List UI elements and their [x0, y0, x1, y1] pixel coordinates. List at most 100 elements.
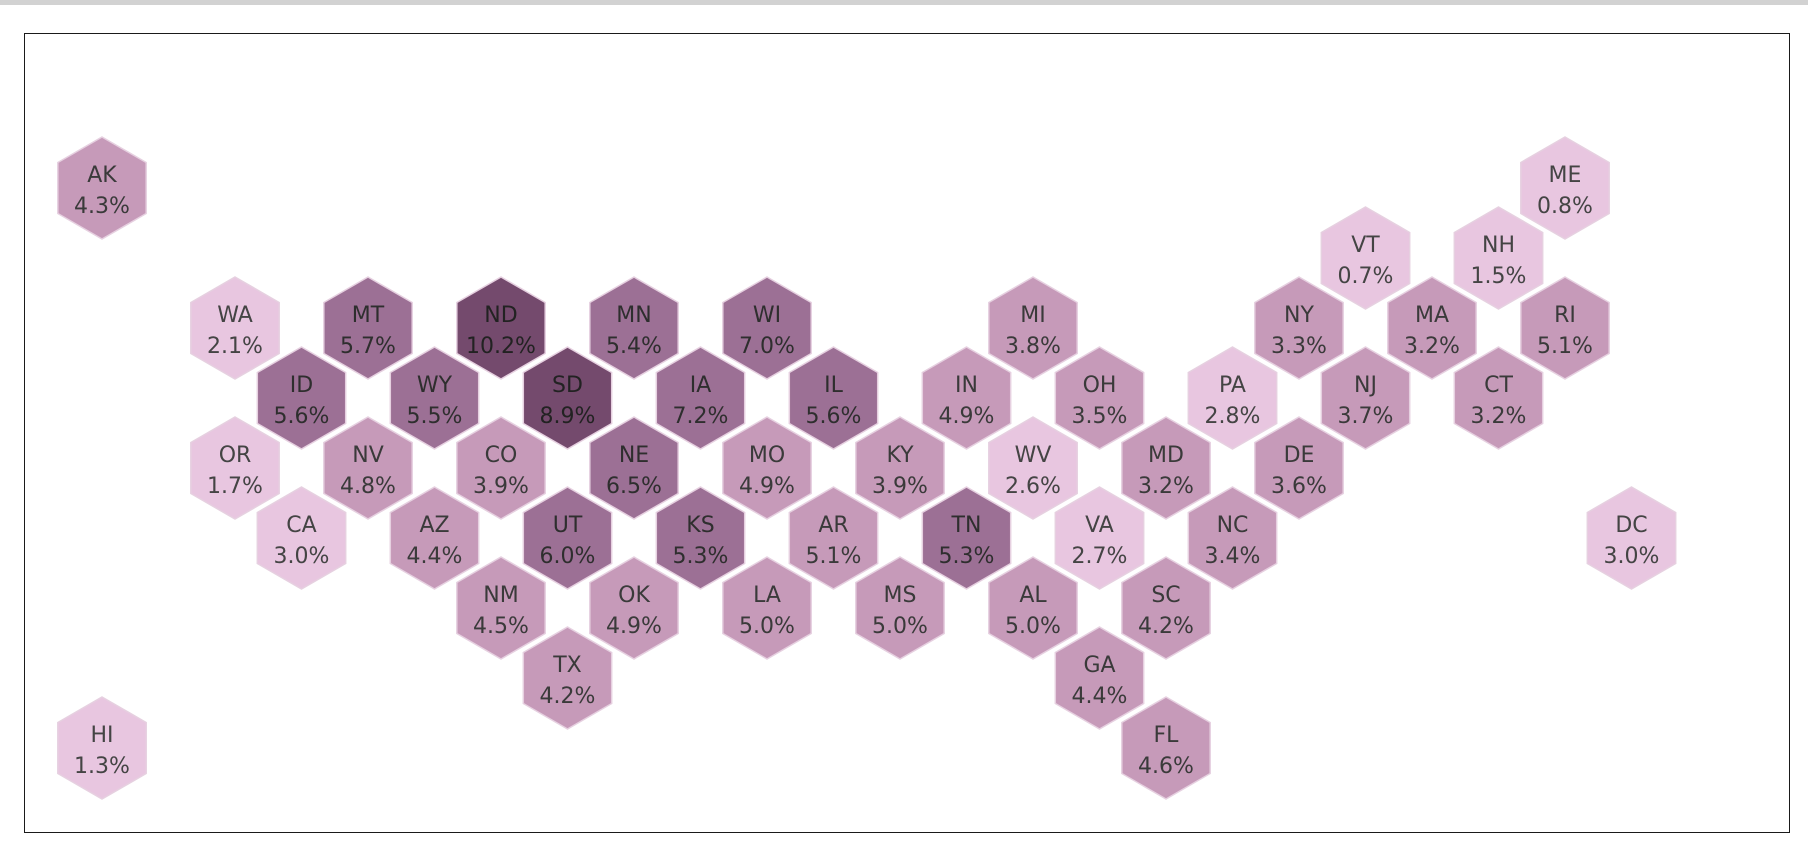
hex-tile-ga[interactable]: GA 4.4%: [1054, 626, 1145, 730]
hex-tile-ri[interactable]: RI 5.1%: [1520, 276, 1610, 380]
hex-tile-mn[interactable]: MN 5.4%: [589, 276, 679, 380]
hex-tile-pa[interactable]: PA 2.8%: [1187, 346, 1278, 450]
hex-shape-hi[interactable]: [57, 696, 147, 800]
hex-shape-ok[interactable]: [589, 556, 679, 660]
hex-tile-nj[interactable]: NJ 3.7%: [1320, 346, 1411, 450]
hex-tile-dc[interactable]: DC 3.0%: [1586, 486, 1677, 590]
hex-tile-sd[interactable]: SD 8.9%: [522, 346, 613, 450]
hex-tile-wa[interactable]: WA 2.1%: [190, 276, 280, 380]
hex-shape-id[interactable]: [256, 346, 347, 450]
hex-shape-me[interactable]: [1520, 136, 1610, 240]
hex-tile-hi[interactable]: HI 1.3%: [57, 696, 147, 800]
hex-shape-mt[interactable]: [323, 276, 413, 380]
hex-shape-wy[interactable]: [389, 346, 480, 450]
hex-tile-il[interactable]: IL 5.6%: [788, 346, 879, 450]
hex-tile-nc[interactable]: NC 3.4%: [1187, 486, 1278, 590]
hex-shape-ct[interactable]: [1453, 346, 1544, 450]
hex-shape-sd[interactable]: [522, 346, 613, 450]
hex-tile-ok[interactable]: OK 4.9%: [589, 556, 679, 660]
hex-shape-sc[interactable]: [1121, 556, 1211, 660]
hex-shape-nm[interactable]: [456, 556, 546, 660]
hex-shape-in[interactable]: [921, 346, 1012, 450]
hex-shape-nv[interactable]: [323, 416, 413, 520]
hex-tile-la[interactable]: LA 5.0%: [722, 556, 812, 660]
hex-shape-ny[interactable]: [1254, 276, 1344, 380]
hex-shape-mn[interactable]: [589, 276, 679, 380]
hex-tile-wi[interactable]: WI 7.0%: [722, 276, 812, 380]
hex-shape-nc[interactable]: [1187, 486, 1278, 590]
hex-tile-ar[interactable]: AR 5.1%: [788, 486, 879, 590]
hex-tile-vt[interactable]: VT 0.7%: [1320, 206, 1411, 310]
hex-tile-fl[interactable]: FL 4.6%: [1121, 696, 1211, 800]
hex-tile-sc[interactable]: SC 4.2%: [1121, 556, 1211, 660]
hex-shape-ca[interactable]: [256, 486, 347, 590]
hex-shape-ne[interactable]: [589, 416, 679, 520]
hex-tile-me[interactable]: ME 0.8%: [1520, 136, 1610, 240]
hex-shape-ut[interactable]: [522, 486, 613, 590]
hex-shape-mo[interactable]: [722, 416, 812, 520]
hex-shape-nd[interactable]: [456, 276, 546, 380]
hex-tile-co[interactable]: CO 3.9%: [456, 416, 546, 520]
hex-shape-ky[interactable]: [855, 416, 945, 520]
hex-shape-fl[interactable]: [1121, 696, 1211, 800]
hex-shape-oh[interactable]: [1054, 346, 1145, 450]
hex-shape-ma[interactable]: [1387, 276, 1477, 380]
hex-shape-tn[interactable]: [921, 486, 1012, 590]
hex-tile-ky[interactable]: KY 3.9%: [855, 416, 945, 520]
hex-shape-co[interactable]: [456, 416, 546, 520]
hex-tile-nv[interactable]: NV 4.8%: [323, 416, 413, 520]
hex-shape-or[interactable]: [190, 416, 280, 520]
hex-tile-ak[interactable]: AK 4.3%: [57, 136, 147, 240]
hex-tile-de[interactable]: DE 3.6%: [1254, 416, 1344, 520]
hex-shape-nj[interactable]: [1320, 346, 1411, 450]
hex-shape-al[interactable]: [988, 556, 1078, 660]
hex-shape-ia[interactable]: [655, 346, 746, 450]
hex-tile-ia[interactable]: IA 7.2%: [655, 346, 746, 450]
hex-tile-ut[interactable]: UT 6.0%: [522, 486, 613, 590]
hex-shape-wv[interactable]: [988, 416, 1078, 520]
hex-shape-az[interactable]: [389, 486, 480, 590]
hex-tile-ny[interactable]: NY 3.3%: [1254, 276, 1344, 380]
hex-tile-va[interactable]: VA 2.7%: [1054, 486, 1145, 590]
hex-tile-ct[interactable]: CT 3.2%: [1453, 346, 1544, 450]
hex-tile-tn[interactable]: TN 5.3%: [921, 486, 1012, 590]
hex-shape-la[interactable]: [722, 556, 812, 660]
hex-tile-wy[interactable]: WY 5.5%: [389, 346, 480, 450]
hex-shape-ri[interactable]: [1520, 276, 1610, 380]
hex-tile-nd[interactable]: ND 10.2%: [456, 276, 546, 380]
hex-shape-tx[interactable]: [522, 626, 613, 730]
hex-tile-tx[interactable]: TX 4.2%: [522, 626, 613, 730]
hex-tile-md[interactable]: MD 3.2%: [1121, 416, 1211, 520]
hex-tile-ma[interactable]: MA 3.2%: [1387, 276, 1477, 380]
hex-shape-pa[interactable]: [1187, 346, 1278, 450]
hex-tile-nh[interactable]: NH 1.5%: [1453, 206, 1544, 310]
hex-shape-wi[interactable]: [722, 276, 812, 380]
hex-tile-al[interactable]: AL 5.0%: [988, 556, 1078, 660]
hex-tile-ne[interactable]: NE 6.5%: [589, 416, 679, 520]
hex-tile-mi[interactable]: MI 3.8%: [988, 276, 1078, 380]
hex-tile-oh[interactable]: OH 3.5%: [1054, 346, 1145, 450]
hex-shape-ks[interactable]: [655, 486, 746, 590]
hex-tile-or[interactable]: OR 1.7%: [190, 416, 280, 520]
hex-shape-dc[interactable]: [1586, 486, 1677, 590]
hex-shape-md[interactable]: [1121, 416, 1211, 520]
hex-tile-mo[interactable]: MO 4.9%: [722, 416, 812, 520]
hex-shape-ms[interactable]: [855, 556, 945, 660]
hex-tile-nm[interactable]: NM 4.5%: [456, 556, 546, 660]
hex-shape-il[interactable]: [788, 346, 879, 450]
hex-tile-ms[interactable]: MS 5.0%: [855, 556, 945, 660]
hex-shape-nh[interactable]: [1453, 206, 1544, 310]
hex-shape-va[interactable]: [1054, 486, 1145, 590]
hex-shape-vt[interactable]: [1320, 206, 1411, 310]
hex-tile-in[interactable]: IN 4.9%: [921, 346, 1012, 450]
hex-tile-ca[interactable]: CA 3.0%: [256, 486, 347, 590]
hex-shape-ga[interactable]: [1054, 626, 1145, 730]
hex-shape-ar[interactable]: [788, 486, 879, 590]
hex-shape-mi[interactable]: [988, 276, 1078, 380]
hex-shape-wa[interactable]: [190, 276, 280, 380]
hex-tile-ks[interactable]: KS 5.3%: [655, 486, 746, 590]
hex-shape-ak[interactable]: [57, 136, 147, 240]
hex-tile-az[interactable]: AZ 4.4%: [389, 486, 480, 590]
hex-tile-wv[interactable]: WV 2.6%: [988, 416, 1078, 520]
hex-tile-mt[interactable]: MT 5.7%: [323, 276, 413, 380]
